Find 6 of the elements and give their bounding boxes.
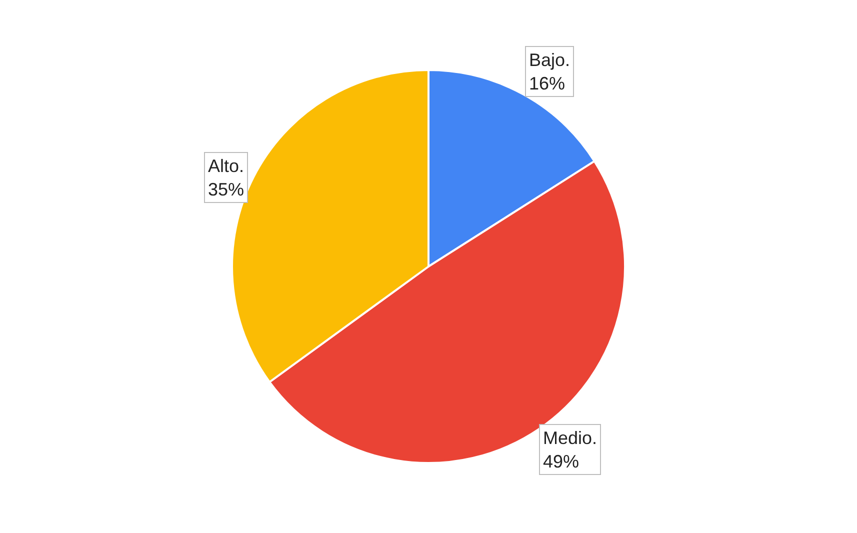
slice-label: Bajo. xyxy=(529,50,570,70)
slice-label: Medio. xyxy=(543,428,598,448)
slice-label: Alto. xyxy=(208,156,244,176)
data-label: 49% xyxy=(543,451,580,472)
data-label: 16% xyxy=(529,73,566,94)
data-label: 35% xyxy=(208,179,244,200)
